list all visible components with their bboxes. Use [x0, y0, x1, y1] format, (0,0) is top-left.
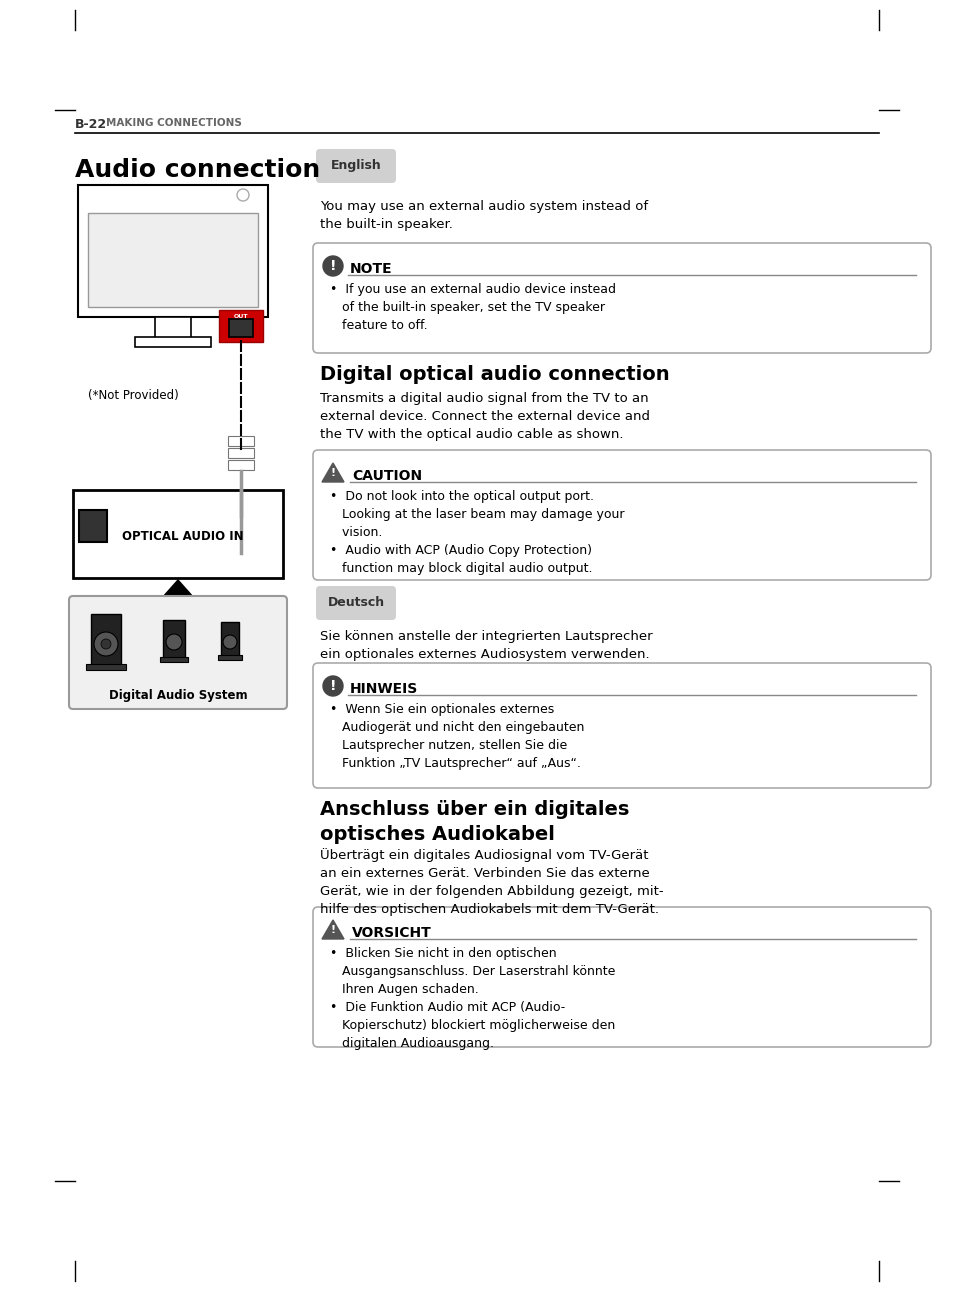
FancyBboxPatch shape	[69, 596, 287, 709]
FancyBboxPatch shape	[73, 491, 283, 578]
FancyBboxPatch shape	[315, 586, 395, 620]
Text: OPTICAL: OPTICAL	[230, 319, 253, 324]
Bar	[135, 337, 211, 347]
Circle shape	[166, 634, 182, 649]
Text: AUDIO: AUDIO	[232, 332, 250, 337]
Bar	[228, 541, 253, 551]
Polygon shape	[162, 580, 193, 598]
Polygon shape	[322, 920, 344, 939]
Text: (*Not Provided): (*Not Provided)	[88, 389, 178, 402]
Text: •  Do not look into the optical output port.
   Looking at the laser beam may da: • Do not look into the optical output po…	[330, 491, 624, 574]
Text: OUT: OUT	[233, 314, 248, 319]
Text: DIGITAL: DIGITAL	[230, 325, 252, 330]
Text: MAKING CONNECTIONS: MAKING CONNECTIONS	[106, 117, 242, 128]
FancyBboxPatch shape	[313, 908, 930, 1047]
Text: !: !	[330, 259, 335, 272]
Circle shape	[101, 639, 111, 649]
Bar	[228, 460, 253, 470]
Text: NOTE: NOTE	[350, 262, 393, 276]
Circle shape	[323, 256, 343, 276]
FancyBboxPatch shape	[88, 213, 257, 307]
Text: Digital optical audio connection: Digital optical audio connection	[319, 365, 669, 383]
Bar	[221, 622, 239, 656]
Bar	[163, 620, 185, 658]
Text: !: !	[330, 469, 335, 478]
Bar	[160, 657, 188, 662]
FancyBboxPatch shape	[313, 243, 930, 352]
FancyBboxPatch shape	[313, 664, 930, 788]
Text: B-22: B-22	[75, 117, 107, 130]
Bar	[229, 319, 253, 337]
Text: VORSICHT: VORSICHT	[352, 926, 432, 940]
Bar	[154, 318, 191, 340]
Bar	[218, 655, 242, 660]
Text: Transmits a digital audio signal from the TV to an
external device. Connect the : Transmits a digital audio signal from th…	[319, 392, 649, 442]
Bar	[79, 510, 107, 542]
Text: Anschluss über ein digitales
optisches Audiokabel: Anschluss über ein digitales optisches A…	[319, 800, 629, 844]
Bar	[91, 615, 121, 666]
Text: Sie können anstelle der integrierten Lautsprecher
ein optionales externes Audios: Sie können anstelle der integrierten Lau…	[319, 630, 652, 661]
Circle shape	[323, 676, 343, 696]
Text: !: !	[330, 679, 335, 693]
Bar	[228, 516, 253, 527]
Bar	[228, 529, 253, 540]
Text: •  Blicken Sie nicht in den optischen
   Ausgangsanschluss. Der Laserstrahl könn: • Blicken Sie nicht in den optischen Aus…	[330, 948, 615, 1050]
Text: Digital Audio System: Digital Audio System	[109, 688, 247, 701]
Text: •  If you use an external audio device instead
   of the built-in speaker, set t: • If you use an external audio device in…	[330, 283, 616, 332]
Bar	[228, 436, 253, 445]
FancyBboxPatch shape	[219, 310, 263, 342]
Text: CAUTION: CAUTION	[352, 469, 421, 483]
Circle shape	[236, 188, 249, 201]
Text: •  Wenn Sie ein optionales externes
   Audiogerät und nicht den eingebauten
   L: • Wenn Sie ein optionales externes Audio…	[330, 704, 584, 769]
FancyBboxPatch shape	[78, 185, 268, 318]
Text: Audio connection: Audio connection	[75, 158, 320, 182]
Bar	[228, 448, 253, 458]
Text: OPTICAL AUDIO IN: OPTICAL AUDIO IN	[122, 531, 244, 544]
Text: HINWEIS: HINWEIS	[350, 682, 417, 696]
Text: Überträgt ein digitales Audiosignal vom TV-Gerät
an ein externes Gerät. Verbinde: Überträgt ein digitales Audiosignal vom …	[319, 848, 663, 917]
Bar	[86, 664, 126, 670]
Circle shape	[223, 635, 236, 649]
Circle shape	[94, 633, 118, 656]
Text: English: English	[331, 160, 381, 173]
Text: !: !	[330, 924, 335, 935]
Text: You may use an external audio system instead of
the built-in speaker.: You may use an external audio system ins…	[319, 200, 647, 231]
FancyBboxPatch shape	[313, 451, 930, 580]
FancyBboxPatch shape	[315, 148, 395, 183]
Text: Deutsch: Deutsch	[327, 596, 384, 609]
Polygon shape	[322, 463, 344, 482]
